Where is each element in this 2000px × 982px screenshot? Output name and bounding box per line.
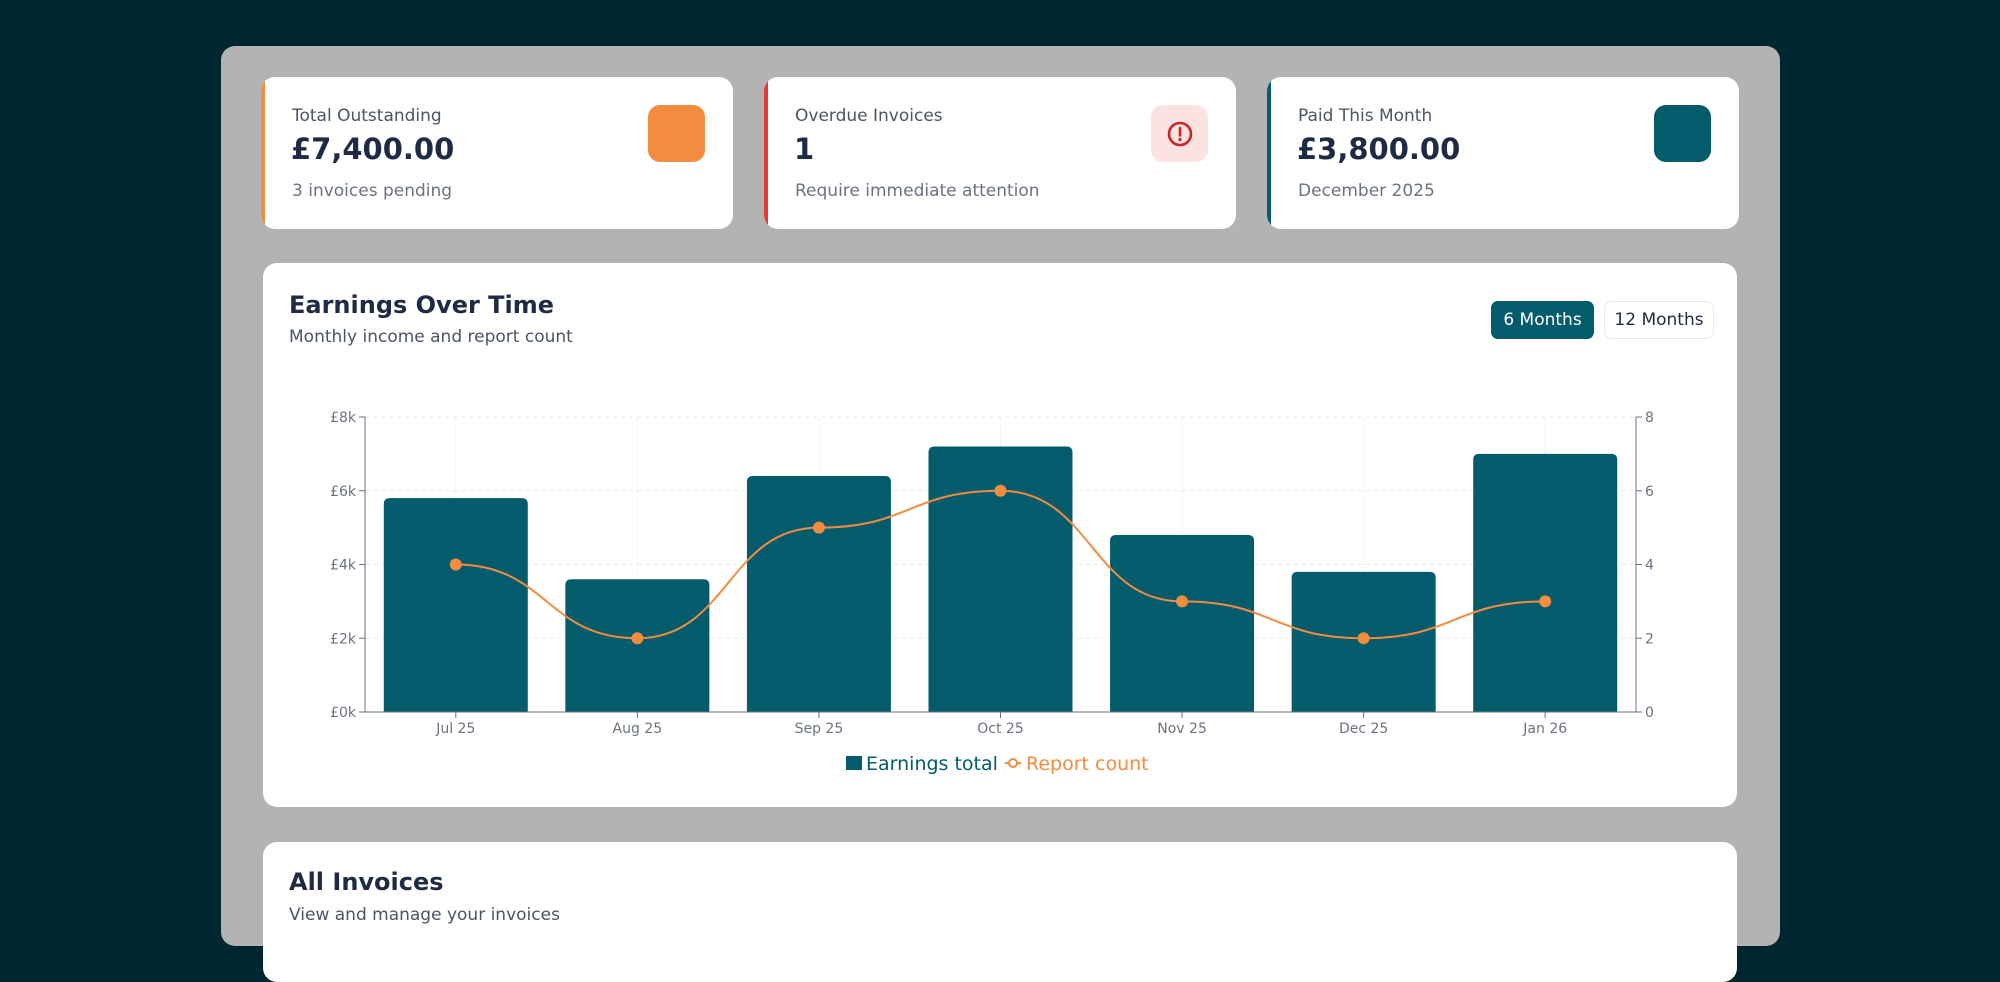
y-tick-label-right: 2 — [1645, 631, 1654, 647]
invoices-subtitle: View and manage your invoices — [289, 905, 560, 925]
range-6-months-button[interactable]: 6 Months — [1491, 301, 1594, 339]
bar-nov-25 — [1110, 535, 1255, 712]
x-tick-label: Nov 25 — [1157, 721, 1207, 737]
y-tick-label-right: 8 — [1645, 410, 1654, 426]
report-count-point-nov-25 — [1176, 595, 1189, 608]
legend-earnings-label: Earnings total — [866, 753, 998, 775]
stat-accent — [1267, 77, 1271, 229]
check-icon — [1654, 105, 1711, 162]
range-12-months-button[interactable]: 12 Months — [1604, 301, 1714, 339]
bar-jan-26 — [1473, 453, 1618, 712]
x-tick-label: Jan 26 — [1522, 721, 1567, 737]
stat-label: Overdue Invoices — [795, 106, 943, 126]
stat-sub: 3 invoices pending — [292, 181, 453, 201]
y-tick-label-left: £2k — [330, 631, 357, 647]
stat-accent — [261, 77, 265, 229]
stat-label: Total Outstanding — [292, 106, 442, 126]
report-count-point-dec-25 — [1357, 632, 1370, 645]
bar-sep-25 — [746, 476, 891, 712]
x-tick-label: Sep 25 — [795, 721, 844, 737]
invoices-title: All Invoices — [289, 868, 444, 896]
x-tick-label: Oct 25 — [977, 721, 1023, 737]
report-count-point-oct-25 — [994, 484, 1007, 497]
earnings-chart: £0k £2k £4k £6k £8k 0 2 4 6 8 Jul 25 Aug 25 Sep 25 Oc… — [330, 410, 1654, 775]
x-tick-label: Dec 25 — [1339, 721, 1388, 737]
x-tick-label: Jul 25 — [435, 721, 475, 737]
y-tick-label-right: 0 — [1645, 705, 1654, 721]
report-count-point-aug-25 — [631, 632, 644, 645]
y-tick-label-left: £8k — [330, 410, 357, 426]
y-tick-label-left: £0k — [330, 705, 357, 721]
y-tick-label-right: 4 — [1645, 558, 1654, 574]
stat-sub: December 2025 — [1298, 181, 1435, 201]
wallet-icon — [648, 105, 705, 162]
bar-aug-25 — [565, 579, 710, 712]
legend-report-label: Report count — [1026, 753, 1149, 775]
earnings-chart-card: Earnings Over Time Monthly income and re… — [263, 263, 1737, 807]
chart-subtitle: Monthly income and report count — [289, 327, 573, 347]
report-count-point-sep-25 — [812, 521, 825, 534]
legend-earnings-swatch — [846, 756, 862, 770]
stat-card-total-outstanding: Total Outstanding £7,400.00 3 invoices p… — [261, 77, 733, 229]
stat-value: 1 — [794, 132, 815, 166]
chart-title: Earnings Over Time — [289, 291, 555, 319]
stat-accent — [764, 77, 768, 229]
stat-label: Paid This Month — [1298, 106, 1433, 126]
alert-circle-icon — [1151, 105, 1208, 162]
y-tick-label-left: £4k — [330, 558, 357, 574]
stat-value: £7,400.00 — [291, 132, 455, 166]
stat-card-overdue-invoices: Overdue Invoices 1 Require immediate att… — [764, 77, 1236, 229]
stat-sub: Require immediate attention — [795, 181, 1040, 201]
stat-card-paid-this-month: Paid This Month £3,800.00 December 2025 — [1267, 77, 1739, 229]
legend-report-marker — [1008, 758, 1018, 768]
report-count-point-jul-25 — [449, 558, 462, 571]
stat-value: £3,800.00 — [1297, 132, 1461, 166]
invoices-card: All Invoices View and manage your invoic… — [263, 842, 1737, 982]
y-tick-label-right: 6 — [1645, 484, 1654, 500]
bar-jul-25 — [383, 498, 528, 712]
bar-oct-25 — [928, 446, 1073, 712]
x-tick-label: Aug 25 — [613, 721, 663, 737]
y-tick-label-left: £6k — [330, 484, 357, 500]
report-count-point-jan-26 — [1539, 595, 1552, 608]
